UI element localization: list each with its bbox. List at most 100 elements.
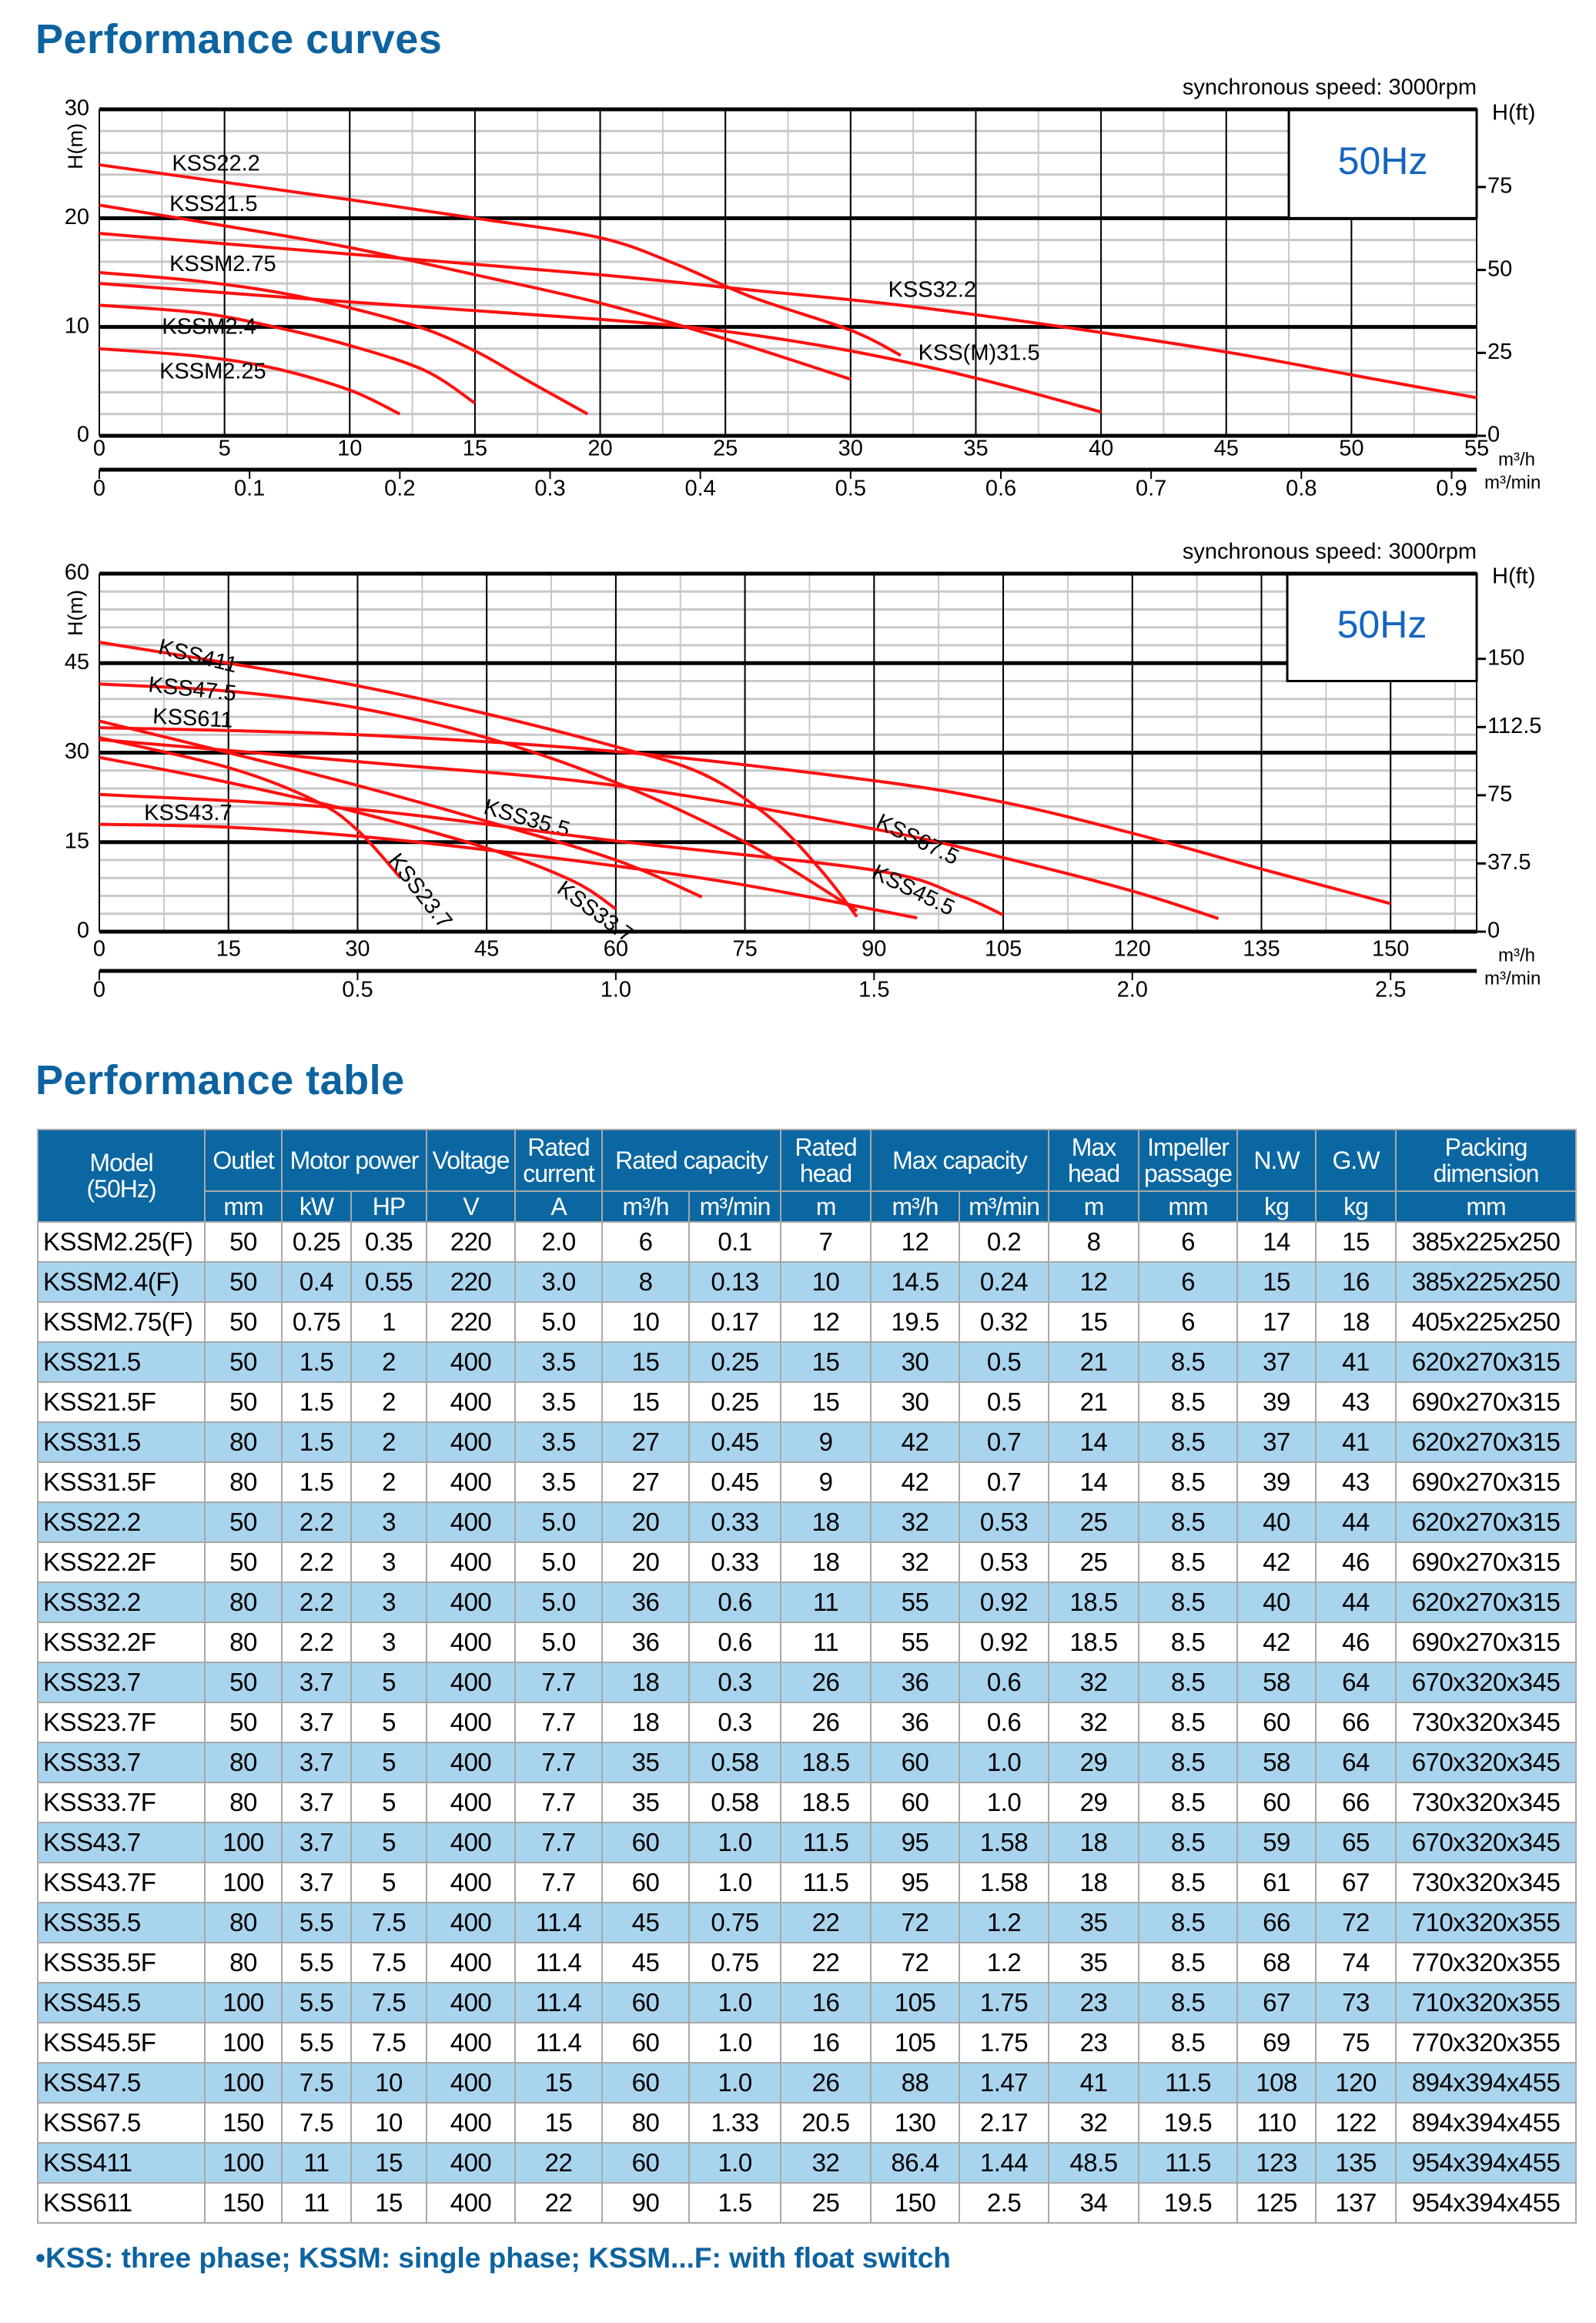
x-tick-label: 135	[1243, 937, 1280, 962]
table-cell: 3.0	[514, 1261, 603, 1303]
table-cell: 66	[1315, 1782, 1397, 1823]
table-cell: 32	[870, 1541, 961, 1583]
table-row: KSS411 100 11 15 400 22 60 1.0 32 86.4 1.44 48.5 11.…	[37, 2142, 1578, 2184]
curve-label: KSSM2.25	[159, 360, 266, 384]
table-cell: 105	[870, 2022, 961, 2064]
table-cell: 8.5	[1138, 1902, 1239, 1943]
table-cell: 18.5	[780, 1742, 872, 1783]
table-cell: 74	[1315, 1942, 1397, 1983]
table-cell: 8.5	[1138, 1782, 1239, 1823]
table-cell: 3	[350, 1582, 427, 1623]
table-cell: 35	[601, 1742, 690, 1783]
table-cell: 130	[870, 2102, 961, 2144]
table-row: KSS45.5F 100 5.5 7.5 400 11.4 60 1.0 16 105 1.75 23…	[37, 2022, 1578, 2064]
table-cell: 10	[350, 2062, 427, 2104]
table-cell: 50	[204, 1381, 283, 1423]
table-cell: 68	[1236, 1942, 1317, 1983]
table-row: KSS31.5F 80 1.5 2 400 3.5 27 0.45 9 42 0.7 14 8.5 39 4…	[37, 1461, 1578, 1503]
table-row: KSS43.7 100 3.7 5 400 7.7 60 1.0 11.5 95 1.58 18 8.5…	[37, 1822, 1578, 1863]
table-cell: 5	[350, 1702, 427, 1743]
performance-table: Model (50Hz) Outlet Motor power Voltage Rated…	[37, 1129, 1578, 2224]
table-cell: 18.5	[1048, 1622, 1140, 1663]
table-cell: 400	[426, 1501, 516, 1543]
table-cell: 8.5	[1138, 1662, 1239, 1703]
table-cell: 1.44	[959, 2142, 1050, 2184]
table-cell: 3.7	[281, 1662, 352, 1703]
table-cell: 0.3	[688, 1702, 782, 1743]
x-tick-label: 55	[1464, 437, 1489, 461]
table-cell: 64	[1315, 1662, 1397, 1703]
curve-kssm2-25	[99, 346, 401, 416]
table-cell: 60	[601, 1862, 690, 1903]
curve-label: KSS22.2	[172, 152, 259, 176]
model-cell: KSS32.2F	[37, 1622, 206, 1663]
table-cell: 400	[426, 1942, 516, 1983]
curve-kss21-5	[99, 203, 852, 381]
table-cell: 11.5	[780, 1862, 872, 1903]
table-cell: 2	[350, 1461, 427, 1503]
y-tick-label: 60	[65, 561, 89, 585]
secondary-x-tick-label: 0	[93, 477, 105, 501]
curve-kss23-7	[99, 736, 402, 879]
curve-label: KSSM2.75	[169, 252, 276, 276]
table-cell: 18	[1048, 1862, 1140, 1903]
table-cell: 42	[1236, 1541, 1317, 1583]
table-cell: 7.7	[514, 1662, 603, 1703]
grid	[99, 107, 1477, 438]
unit-header: mm	[1138, 1190, 1239, 1223]
table-cell: 6	[601, 1221, 690, 1263]
curve-label: KSS(M)31.5	[918, 341, 1040, 366]
curve-kss411	[99, 641, 858, 918]
unit-header: m³/h	[601, 1190, 690, 1223]
table-cell: 66	[1315, 1702, 1397, 1743]
table-cell: 11.5	[1138, 2062, 1239, 2104]
table-cell: 8.5	[1138, 1742, 1239, 1783]
table-row: KSS33.7 80 3.7 5 400 7.7 35 0.58 18.5 60 1.0 29 8.5 5…	[37, 1742, 1578, 1783]
table-cell: 220	[426, 1221, 516, 1263]
y-tick-label: 30	[65, 739, 89, 764]
table-cell: 8.5	[1138, 1461, 1239, 1503]
table-cell: 48.5	[1048, 2142, 1140, 2184]
table-row: KSS32.2F 80 2.2 3 400 5.0 36 0.6 11 55 0.92 18.5 8.5…	[37, 1622, 1578, 1663]
table-cell: 15	[514, 2062, 603, 2104]
table-cell: 37	[1236, 1341, 1317, 1383]
table-cell: 42	[870, 1421, 961, 1463]
table-cell: 7.7	[514, 1862, 603, 1903]
unit-header: kg	[1315, 1190, 1397, 1223]
table-cell: 0.58	[688, 1782, 782, 1823]
table-row: KSS22.2F 50 2.2 3 400 5.0 20 0.33 18 32 0.53 25 8.5 4…	[37, 1541, 1578, 1583]
secondary-x-tick-label: 1.0	[601, 978, 631, 1003]
performance-curves-title: Performance curves	[35, 16, 443, 62]
table-cell: 80	[601, 2102, 690, 2144]
table-cell: 0.33	[688, 1541, 782, 1583]
table-cell: 15	[350, 2142, 427, 2184]
curve-label: KSS411	[156, 634, 240, 678]
table-cell: 894x394x455	[1395, 2062, 1578, 2104]
table-cell: 20.5	[780, 2102, 872, 2144]
table-cell: 670x320x345	[1395, 1742, 1578, 1783]
model-cell: KSS43.7F	[37, 1862, 206, 1903]
table-cell: 36	[870, 1702, 961, 1743]
model-cell: KSS67.5	[37, 2102, 206, 2144]
unit-header: mm	[1395, 1190, 1578, 1223]
table-cell: 8.5	[1138, 1501, 1239, 1543]
table-cell: 60	[601, 1982, 690, 2023]
table-cell: 60	[870, 1742, 961, 1783]
table-cell: 100	[204, 1822, 283, 1863]
secondary-x-tick-label: 1.5	[858, 978, 889, 1003]
table-cell: 1.58	[959, 1822, 1050, 1863]
model-cell: KSS45.5	[37, 1982, 206, 2023]
table-cell: 0.92	[959, 1622, 1050, 1663]
performance-chart-1: 50Hz 0 10 20 30 0 25 50 75 0 5 10 15 20 25 30 35 40 45 50 55…	[64, 75, 1541, 501]
table-cell: 150	[204, 2182, 283, 2224]
table-cell: 80	[204, 1902, 283, 1943]
model-cell: KSS23.7	[37, 1662, 206, 1703]
table-cell: 3	[350, 1501, 427, 1543]
table-cell: 0.75	[688, 1942, 782, 1983]
y-tick-label: 45	[65, 650, 89, 674]
unit-header: m	[1048, 1190, 1140, 1223]
table-cell: 25	[1048, 1541, 1140, 1583]
ft-tick-label: 25	[1487, 340, 1512, 364]
table-cell: 400	[426, 1862, 516, 1903]
